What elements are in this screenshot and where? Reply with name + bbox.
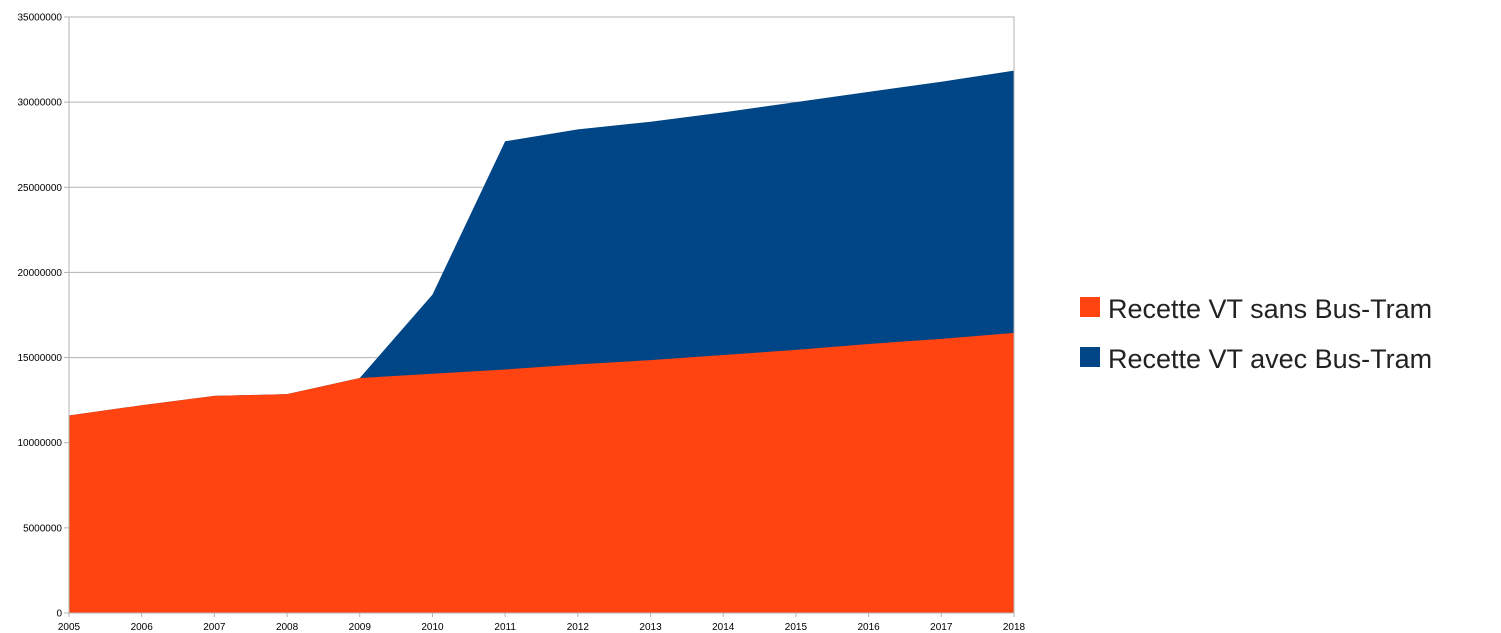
y-tick-labels: 0 5000000 10000000 15000000 20000000 25000000… xyxy=(18,13,69,620)
x-tick-label-1: 2006 xyxy=(131,622,154,633)
x-tick-label-5: 2010 xyxy=(421,622,444,633)
x-tick-label-9: 2014 xyxy=(712,622,735,633)
y-tick-label-2: 10000000 xyxy=(18,438,63,449)
x-tick-label-8: 2013 xyxy=(639,622,662,633)
axes xyxy=(68,16,1015,614)
legend-label-avec-bus-tram: Recette VT avec Bus-Tram xyxy=(1108,344,1432,374)
legend-label-sans-bus-tram: Recette VT sans Bus-Tram xyxy=(1108,294,1432,324)
x-tick-label-0: 2005 xyxy=(58,622,81,633)
y-tick-label-5: 25000000 xyxy=(18,183,63,194)
y-tick-label-0: 0 xyxy=(56,609,62,620)
x-tick-label-11: 2016 xyxy=(857,622,880,633)
areas xyxy=(69,70,1014,613)
y-tick-label-1: 5000000 xyxy=(23,523,62,534)
y-tick-label-3: 15000000 xyxy=(18,353,63,364)
x-tick-label-13: 2018 xyxy=(1003,622,1026,633)
y-tick-label-4: 20000000 xyxy=(18,268,63,279)
area-series-0 xyxy=(69,332,1014,613)
x-tick-labels: 2005 2006 2007 2008 2009 2010 2011 2012 2013 2014… xyxy=(58,613,1026,633)
legend-swatch-sans-bus-tram xyxy=(1080,297,1100,317)
x-tick-label-4: 2009 xyxy=(349,622,372,633)
x-tick-label-2: 2007 xyxy=(203,622,226,633)
x-tick-label-7: 2012 xyxy=(567,622,590,633)
y-tick-label-6: 30000000 xyxy=(18,98,63,109)
x-tick-label-6: 2011 xyxy=(494,622,516,633)
y-tick-label-7: 35000000 xyxy=(18,13,63,24)
legend-swatch-avec-bus-tram xyxy=(1080,347,1100,367)
x-tick-label-12: 2017 xyxy=(930,622,953,633)
x-tick-label-3: 2008 xyxy=(276,622,299,633)
legend: Recette VT sans Bus-Tram Recette VT avec… xyxy=(1080,294,1432,374)
x-tick-label-10: 2015 xyxy=(785,622,808,633)
